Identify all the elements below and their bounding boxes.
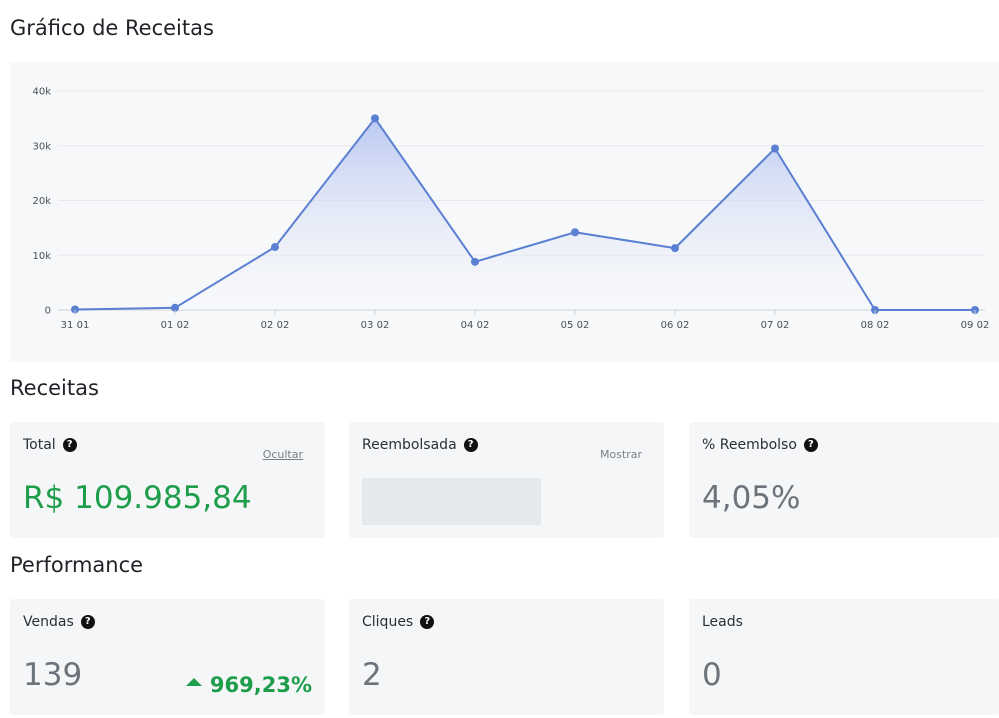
sales-delta: 969,23%: [185, 673, 312, 697]
performance-section-title: Performance: [10, 553, 144, 577]
data-point[interactable]: [171, 303, 179, 312]
chart-series-line: [74, 116, 975, 311]
refunded-label: Reembolsada: [362, 437, 457, 453]
x-tick-label: 04 02: [461, 320, 490, 331]
help-icon[interactable]: ?: [803, 438, 818, 452]
y-tick-label: 10k: [32, 251, 51, 262]
total-revenue-card: Total ? Ocultar R$ 109.985,84: [10, 422, 325, 538]
show-refunded-link[interactable]: Mostrar: [599, 448, 642, 461]
arrow-up-icon: [185, 678, 202, 686]
refunded-card: Reembolsada ? Mostrar: [349, 422, 664, 538]
chart-section-title: Gráfico de Receitas: [10, 16, 214, 40]
sales-label-wrap: Vendas ?: [23, 614, 95, 630]
data-point[interactable]: [771, 144, 779, 153]
x-tick-label: 31 01: [61, 320, 90, 331]
x-tick-label: 01 02: [161, 320, 190, 331]
refunded-label-wrap: Reembolsada ?: [362, 437, 478, 453]
x-tick-label: 03 02: [361, 320, 390, 331]
clicks-label-wrap: Cliques ?: [362, 614, 435, 630]
data-point[interactable]: [71, 305, 79, 314]
help-icon[interactable]: ?: [463, 438, 478, 452]
sales-label: Vendas: [23, 614, 74, 630]
help-icon[interactable]: ?: [80, 615, 95, 629]
x-tick-label: 05 02: [561, 320, 590, 331]
refund-percent-value: 4,05%: [702, 480, 801, 516]
refund-percent-label: % Reembolso: [702, 437, 797, 453]
data-point[interactable]: [671, 244, 679, 253]
leads-card: Leads 0: [689, 599, 999, 715]
total-revenue-value: R$ 109.985,84: [23, 480, 252, 516]
y-tick-label: 40k: [32, 87, 51, 98]
data-point[interactable]: [571, 228, 579, 237]
sales-value: 139: [23, 657, 83, 693]
revenue-section-title: Receitas: [10, 376, 99, 400]
help-icon[interactable]: ?: [420, 615, 435, 629]
leads-label-wrap: Leads: [702, 614, 743, 630]
data-point[interactable]: [471, 257, 479, 266]
total-label-wrap: Total ?: [23, 437, 77, 453]
leads-value: 0: [702, 657, 722, 693]
chart-area: [75, 118, 975, 310]
x-tick-label: 02 02: [261, 320, 290, 331]
clicks-card: Cliques ? 2: [349, 599, 664, 715]
hidden-value-placeholder: [362, 478, 541, 525]
data-point[interactable]: [271, 243, 279, 252]
x-tick-label: 07 02: [761, 320, 790, 331]
y-tick-label: 30k: [32, 141, 51, 152]
refund-percent-label-wrap: % Reembolso ?: [702, 437, 818, 453]
data-point[interactable]: [371, 114, 379, 123]
clicks-value: 2: [362, 657, 382, 693]
x-tick-label: 08 02: [861, 320, 890, 331]
y-tick-label: 0: [45, 306, 51, 317]
total-label: Total: [23, 437, 56, 453]
sales-delta-value: 969,23%: [209, 673, 312, 697]
help-icon[interactable]: ?: [62, 438, 77, 452]
clicks-label: Cliques: [362, 614, 414, 630]
x-tick-label: 06 02: [661, 320, 690, 331]
revenue-chart: 0 10k 20k 30k 40k 31 01 01 02 02 02 03 02 04 02 0…: [10, 62, 999, 362]
x-tick-label: 09 02: [961, 320, 990, 331]
revenue-chart-svg: 0 10k 20k 30k 40k 31 01 01 02 02 02 03 02 04 02 0…: [32, 87, 990, 332]
leads-label: Leads: [702, 614, 743, 630]
hide-total-link[interactable]: Ocultar: [262, 448, 303, 461]
y-tick-label: 20k: [32, 196, 51, 207]
sales-card: Vendas ? 139 969,23%: [10, 599, 325, 715]
refund-percent-card: % Reembolso ? 4,05%: [689, 422, 999, 538]
